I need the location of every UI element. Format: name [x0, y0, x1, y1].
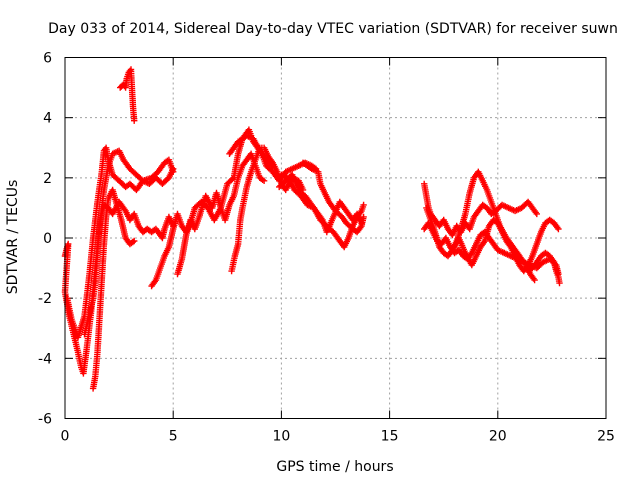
data-point [131, 117, 138, 124]
x-axis-label: GPS time / hours [276, 459, 393, 475]
data-point [260, 177, 268, 184]
x-tick-label: 25 [597, 429, 615, 445]
chart-title: Day 033 of 2014, Sidereal Day-to-day VTE… [48, 21, 618, 37]
grid-lines [65, 57, 606, 419]
data-point [129, 238, 136, 246]
x-tick-label: 0 [61, 429, 70, 445]
data-point [360, 201, 367, 209]
x-tick-label: 15 [381, 429, 399, 445]
y-tick-label: 2 [43, 171, 52, 187]
data-point [269, 162, 276, 169]
y-tick-label: 6 [43, 51, 52, 67]
tick-labels: 0 5 10 15 20 25 -6 -4 -2 0 2 4 6 [38, 51, 615, 445]
x-tick-label: 5 [169, 429, 178, 445]
data-point [555, 225, 562, 233]
data-point [170, 165, 177, 172]
data-point [533, 210, 540, 218]
data-point [268, 161, 275, 168]
data-point [131, 237, 138, 245]
y-tick-label: 0 [43, 231, 52, 247]
y-tick-label: -4 [38, 351, 52, 367]
x-tick-label: 20 [489, 429, 507, 445]
data-markers [61, 66, 563, 392]
y-tick-label: -6 [38, 412, 52, 428]
data-point [556, 279, 563, 287]
y-tick-label: -2 [38, 291, 52, 307]
data-point [531, 276, 538, 284]
y-tick-label: 4 [43, 111, 52, 127]
x-tick-label: 10 [272, 429, 290, 445]
plot-frame [64, 57, 607, 419]
data-point [360, 213, 367, 221]
y-axis-label: SDTVAR / TECUs [5, 180, 21, 295]
